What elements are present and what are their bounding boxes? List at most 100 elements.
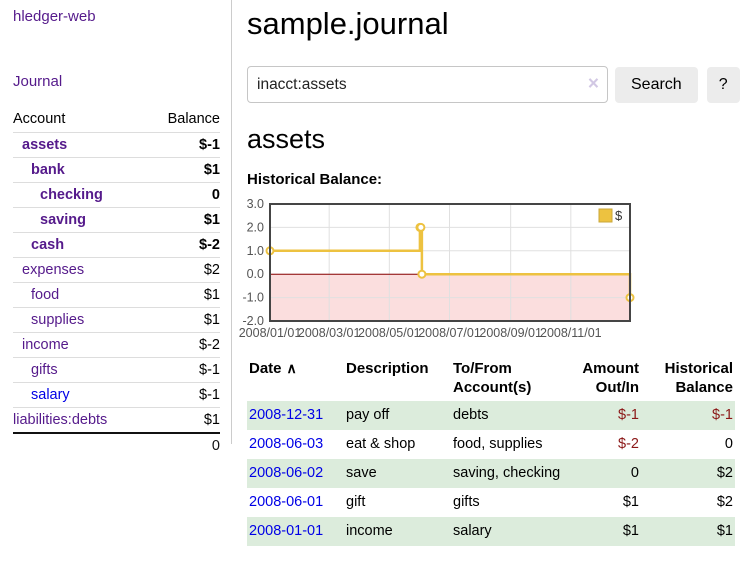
txn-date-link[interactable]: 2008-06-02 (249, 465, 324, 481)
account-link[interactable]: expenses (22, 262, 85, 278)
account-row: saving $1 (13, 207, 220, 233)
account-balance: $1 (146, 407, 220, 433)
svg-text:2008/07/01: 2008/07/01 (418, 326, 481, 340)
account-balance: $1 (146, 282, 220, 308)
account-link[interactable]: saving (40, 212, 86, 228)
txn-date-cell: 2008-06-01 (247, 488, 344, 517)
accounts-total-row: 0 (13, 432, 220, 460)
svg-text:-1.0: -1.0 (242, 291, 264, 305)
svg-text:-2.0: -2.0 (242, 314, 264, 328)
accounts-header-row: Account Balance (13, 108, 220, 133)
txn-balance: $-1 (712, 407, 733, 423)
txn-amount: $-2 (618, 436, 639, 452)
col-accounts: To/From Account(s) (453, 360, 532, 396)
txn-description: pay off (346, 407, 390, 423)
account-name-cell: salary (13, 382, 147, 408)
account-name-cell: food (13, 282, 147, 308)
transaction-row: 2008-06-03 eat & shop food, supplies $-2… (247, 430, 735, 459)
transaction-row: 2008-06-01 gift gifts $1 $2 (247, 488, 735, 517)
account-row: food $1 (13, 282, 220, 308)
txn-accounts: food, supplies (453, 436, 543, 452)
svg-text:2.0: 2.0 (247, 220, 264, 234)
account-row: bank $1 (13, 157, 220, 183)
sort-ascending-icon[interactable]: ∧ (286, 360, 297, 376)
account-row: salary $-1 (13, 382, 220, 408)
clear-search-icon[interactable]: × (587, 73, 599, 95)
txn-accounts: gifts (453, 494, 480, 510)
txn-description: eat & shop (346, 436, 416, 452)
account-row: gifts $-1 (13, 357, 220, 383)
accounts-table-body: assets $-1 bank $1 checking 0 saving $1 … (13, 132, 220, 433)
account-balance: $-1 (146, 132, 220, 158)
journal-link[interactable]: Journal (13, 73, 63, 90)
account-balance: $-2 (146, 332, 220, 358)
account-row: cash $-2 (13, 232, 220, 258)
account-row: liabilities:debts $1 (13, 407, 220, 433)
txn-balance: $2 (716, 494, 733, 510)
accounts-col-account: Account (13, 111, 66, 127)
account-link[interactable]: supplies (31, 312, 85, 328)
col-balance: Historical Balance (664, 360, 733, 396)
transactions-table: Date ∧ Description To/From Account(s) Amo… (247, 355, 735, 546)
brand-link[interactable]: hledger-web (13, 8, 96, 25)
account-link[interactable]: salary (31, 387, 70, 403)
account-link[interactable]: liabilities:debts (13, 412, 108, 428)
account-balance: $-1 (146, 382, 220, 408)
svg-text:2008/05/01: 2008/05/01 (358, 326, 421, 340)
chart-title: Historical Balance: (247, 171, 383, 188)
account-name-cell: assets (13, 132, 147, 158)
svg-text:3.0: 3.0 (247, 197, 264, 211)
txn-accounts: debts (453, 407, 489, 423)
app-brand: hledger-web (13, 8, 220, 26)
account-link[interactable]: income (22, 337, 69, 353)
help-button[interactable]: ? (706, 66, 740, 103)
transactions-table-body: 2008-12-31 pay off debts $-1 $-1 2008-06… (247, 401, 735, 546)
account-name-cell: supplies (13, 307, 147, 333)
account-row: income $-2 (13, 332, 220, 358)
svg-text:1.0: 1.0 (247, 244, 264, 258)
txn-description: save (346, 465, 377, 481)
account-link[interactable]: bank (31, 162, 65, 178)
account-name-cell: liabilities:debts (13, 407, 147, 433)
svg-text:2008/03/01: 2008/03/01 (298, 326, 361, 340)
txn-amount: 0 (630, 465, 639, 481)
svg-text:0.0: 0.0 (247, 267, 264, 281)
svg-text:2008/09/01: 2008/09/01 (479, 326, 542, 340)
account-balance: 0 (146, 182, 220, 208)
transaction-row: 2008-12-31 pay off debts $-1 $-1 (247, 401, 735, 430)
account-link[interactable]: checking (40, 187, 103, 203)
account-name-cell: expenses (13, 257, 147, 283)
transaction-row: 2008-06-02 save saving, checking 0 $2 (247, 459, 735, 488)
account-balance: $-2 (146, 232, 220, 258)
accounts-total-value: 0 (13, 432, 220, 460)
txn-date-link[interactable]: 2008-06-01 (249, 494, 324, 510)
legend-swatch (598, 208, 613, 223)
txn-date-cell: 2008-06-02 (247, 459, 344, 488)
account-name-cell: cash (13, 232, 147, 258)
balance-chart[interactable]: 3.0 2.0 1.0 0.0 -1.0 -2.0 2008/01/01 2008/03/01… (239, 196, 742, 342)
account-link[interactable]: assets (22, 137, 68, 153)
sidebar: hledger-web Journal Account Balance asse… (0, 0, 232, 460)
txn-balance: $1 (716, 523, 733, 539)
main-content: sample.journal × Search ? assets Histori… (233, 0, 742, 546)
search-button[interactable]: Search (615, 66, 698, 103)
txn-date-link[interactable]: 2008-01-01 (249, 523, 324, 539)
search-input[interactable] (247, 66, 608, 103)
account-link[interactable]: cash (31, 237, 65, 253)
txn-date-link[interactable]: 2008-06-03 (249, 436, 324, 452)
account-row: supplies $1 (13, 307, 220, 333)
txn-date-cell: 2008-01-01 (247, 517, 344, 546)
txn-balance: 0 (724, 436, 733, 452)
account-link[interactable]: food (31, 287, 60, 303)
accounts-table: Account Balance assets $-1 bank $1 check… (13, 108, 220, 460)
account-row: expenses $2 (13, 257, 220, 283)
account-name-cell: gifts (13, 357, 147, 383)
nav-journal: Journal (13, 73, 220, 91)
account-balance: $2 (146, 257, 220, 283)
txn-date-cell: 2008-12-31 (247, 401, 344, 430)
account-link[interactable]: gifts (31, 362, 58, 378)
txn-date-link[interactable]: 2008-12-31 (249, 407, 324, 423)
transactions-header-row: Date ∧ Description To/From Account(s) Amo… (247, 355, 735, 401)
col-date[interactable]: Date ∧ (249, 360, 297, 377)
svg-text:2008/01/01: 2008/01/01 (239, 326, 302, 340)
